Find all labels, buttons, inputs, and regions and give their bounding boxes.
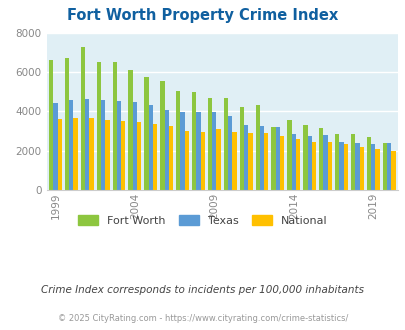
Bar xyxy=(232,132,236,190)
Bar xyxy=(184,131,189,190)
Bar xyxy=(137,122,141,190)
Bar xyxy=(259,126,264,190)
Bar xyxy=(303,125,307,190)
Legend: Fort Worth, Texas, National: Fort Worth, Texas, National xyxy=(74,211,331,230)
Bar xyxy=(128,70,132,190)
Bar xyxy=(160,82,164,190)
Bar xyxy=(164,110,168,190)
Bar xyxy=(96,62,101,190)
Text: © 2025 CityRating.com - https://www.cityrating.com/crime-statistics/: © 2025 CityRating.com - https://www.city… xyxy=(58,314,347,323)
Bar xyxy=(153,123,157,190)
Bar xyxy=(196,112,200,190)
Bar xyxy=(287,119,291,190)
Bar xyxy=(334,134,339,190)
Bar xyxy=(105,119,109,190)
Bar xyxy=(216,129,220,190)
Bar xyxy=(343,144,347,190)
Bar xyxy=(148,106,153,190)
Bar xyxy=(81,47,85,190)
Bar xyxy=(180,112,184,190)
Bar xyxy=(311,142,315,190)
Bar xyxy=(243,125,247,190)
Bar xyxy=(132,102,137,190)
Bar xyxy=(58,119,62,190)
Bar xyxy=(264,133,268,190)
Bar xyxy=(49,60,53,190)
Bar xyxy=(323,136,327,190)
Bar xyxy=(89,118,94,190)
Text: Fort Worth Property Crime Index: Fort Worth Property Crime Index xyxy=(67,8,338,23)
Bar xyxy=(200,132,205,190)
Bar xyxy=(228,116,232,190)
Bar xyxy=(65,58,69,190)
Bar xyxy=(192,92,196,190)
Bar xyxy=(223,98,228,190)
Bar xyxy=(279,137,284,190)
Bar xyxy=(275,127,279,190)
Bar xyxy=(255,105,259,190)
Bar xyxy=(121,121,125,190)
Bar xyxy=(382,143,386,190)
Bar xyxy=(375,148,379,190)
Bar xyxy=(144,77,148,190)
Bar xyxy=(339,142,343,190)
Bar xyxy=(117,101,121,190)
Bar xyxy=(53,103,58,190)
Bar xyxy=(112,62,117,190)
Bar xyxy=(295,139,299,190)
Bar xyxy=(207,98,212,190)
Bar xyxy=(212,112,216,190)
Bar xyxy=(291,134,295,190)
Bar xyxy=(370,144,375,190)
Bar xyxy=(354,143,358,190)
Bar xyxy=(386,143,390,190)
Bar xyxy=(307,136,311,190)
Text: Crime Index corresponds to incidents per 100,000 inhabitants: Crime Index corresponds to incidents per… xyxy=(41,285,364,295)
Bar xyxy=(271,127,275,190)
Bar xyxy=(318,128,323,190)
Bar xyxy=(168,126,173,190)
Bar xyxy=(101,100,105,190)
Bar xyxy=(176,91,180,190)
Bar xyxy=(73,118,78,190)
Bar xyxy=(85,99,89,190)
Bar xyxy=(247,133,252,190)
Bar xyxy=(69,100,73,190)
Bar xyxy=(390,151,394,190)
Bar xyxy=(350,134,354,190)
Bar xyxy=(327,142,331,190)
Bar xyxy=(358,147,363,190)
Bar xyxy=(366,137,370,190)
Bar xyxy=(239,107,243,190)
